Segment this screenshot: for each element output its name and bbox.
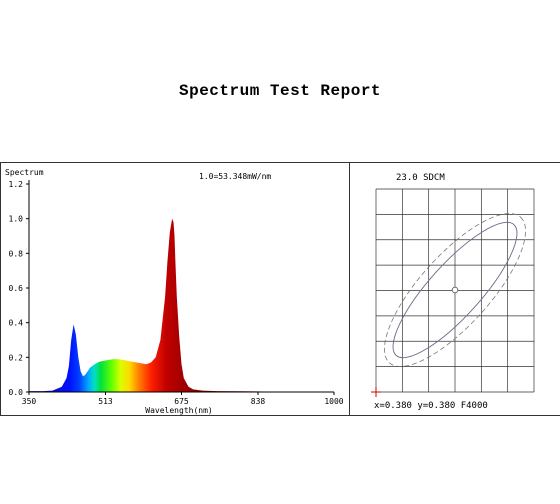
x-tick-label: 513: [98, 397, 113, 406]
y-tick-label: 0.6: [9, 284, 24, 293]
chart-annotation: 1.0=53.348mW/nm: [199, 172, 271, 181]
x-tick-label: 838: [251, 397, 266, 406]
y-tick-label: 0.2: [9, 353, 24, 362]
sdcm-label: 23.0 SDCM: [396, 173, 445, 183]
y-tick-label: 1.0: [9, 215, 24, 224]
x-tick-labels: 350 513 675 838 1000: [22, 392, 344, 406]
x-tick-label: 350: [22, 397, 37, 406]
spectrum-chart: Spectrum 1.0=53.348mW/nm 0.0 0.2 0.4 0.6 0.8…: [5, 168, 344, 415]
chromaticity-panel: 23.0 SDCM x=0.380 y=0.380 F4000: [350, 162, 560, 416]
sdcm-outer-ellipse: [384, 213, 526, 367]
x-tick-label: 1000: [324, 397, 343, 406]
x-tick-label: 675: [174, 397, 189, 406]
y-tick-label: 0.0: [9, 388, 24, 397]
y-axis-label: Spectrum: [5, 168, 44, 177]
chromaticity-readout: x=0.380 y=0.380 F4000: [374, 401, 488, 411]
y-tick-label: 1.2: [9, 180, 24, 189]
y-tick-label: 0.4: [9, 319, 24, 328]
chromaticity-diagram: 23.0 SDCM x=0.380 y=0.380 F4000: [371, 173, 535, 411]
y-tick-label: 0.8: [9, 249, 24, 258]
y-tick-labels: 0.0 0.2 0.4 0.6 0.8 1.0 1.2: [9, 180, 29, 397]
report-title: Spectrum Test Report: [178, 82, 382, 100]
spectrum-area: [29, 218, 334, 392]
x-axis-label: Wavelength(nm): [145, 406, 212, 415]
sdcm-inner-ellipse: [392, 221, 518, 359]
chromaticity-point: [451, 286, 459, 294]
spectrum-chart-panel: Spectrum 1.0=53.348mW/nm 0.0 0.2 0.4 0.6 0.8…: [0, 162, 350, 416]
